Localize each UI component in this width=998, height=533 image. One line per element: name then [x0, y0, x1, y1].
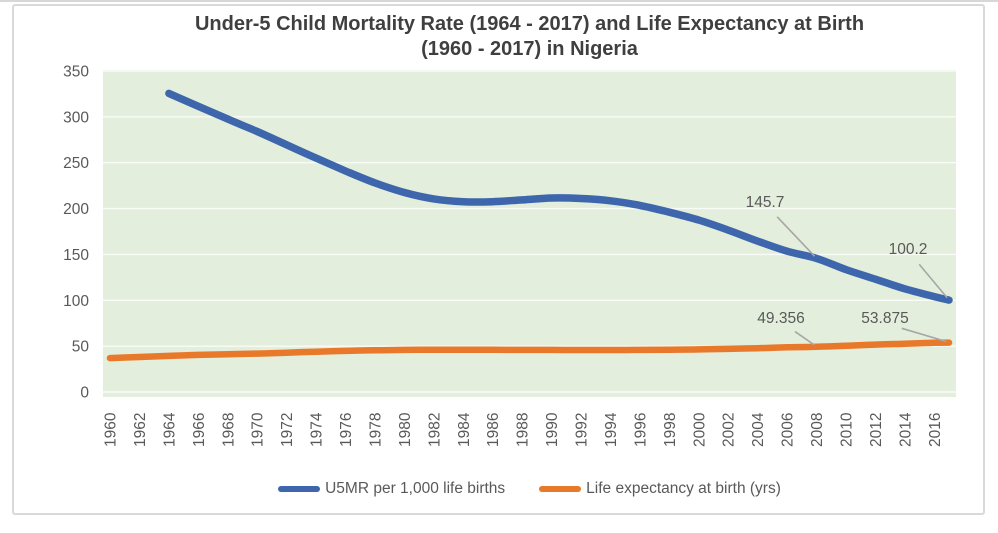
x-axis-tick-label: 2016	[927, 413, 944, 447]
legend-swatch-life-expectancy	[539, 486, 582, 492]
x-axis-tick-label: 2004	[750, 412, 767, 447]
x-axis-tick-label: 1964	[161, 412, 178, 447]
y-axis-tick-label: 50	[72, 339, 90, 356]
chart-legend: U5MR per 1,000 life births Life expectanc…	[103, 477, 956, 501]
annotation-label: 53.875	[861, 310, 908, 327]
x-axis-tick-label: 1986	[485, 413, 502, 447]
x-axis-tick-label: 2014	[897, 412, 914, 447]
annotation-label: 145.7	[746, 194, 785, 211]
x-axis-tick-label: 2006	[780, 413, 797, 447]
legend-item-u5mr[interactable]: U5MR per 1,000 life births	[278, 480, 505, 498]
annotation-label: 49.356	[757, 310, 804, 327]
y-axis-tick-label: 200	[63, 201, 89, 218]
x-axis-tick-label: 1968	[220, 413, 237, 447]
y-axis-tick-label: 300	[63, 109, 89, 126]
legend-item-life-expectancy[interactable]: Life expectancy at birth (yrs)	[539, 480, 781, 498]
x-axis-tick-label: 2008	[809, 413, 826, 447]
x-axis-tick-label: 1984	[456, 412, 473, 447]
y-axis-tick-label: 350	[63, 64, 89, 81]
annotation-leader	[901, 327, 947, 343]
x-axis-tick-label: 1990	[544, 412, 561, 447]
x-axis-tick-label: 2012	[868, 413, 885, 447]
x-axis-tick-label: 1976	[338, 413, 355, 447]
annotation-leader	[794, 330, 815, 346]
annotation-leader	[918, 263, 948, 299]
y-axis-tick-label: 250	[63, 155, 89, 172]
x-axis-tick-label: 1966	[191, 413, 208, 447]
x-axis-tick-label: 2010	[838, 412, 855, 447]
x-axis-tick-label: 1978	[367, 413, 384, 447]
chart-title-line2: (1960 - 2017) in Nigeria	[421, 38, 638, 60]
life-expectancy-series-line[interactable]	[106, 339, 953, 362]
x-axis-tick-label: 1962	[132, 413, 149, 447]
x-axis-tick-label: 1980	[397, 412, 414, 447]
x-axis-tick-label: 1960	[103, 412, 120, 447]
x-axis-tick-label: 1972	[279, 413, 296, 447]
y-axis-tick-label: 150	[63, 247, 89, 264]
window-top-edge	[0, 0, 998, 2]
annotation-leader	[776, 216, 816, 257]
x-axis-tick-label: 1994	[603, 412, 620, 447]
legend-swatch-u5mr	[278, 486, 321, 492]
x-axis-tick-label: 1996	[632, 413, 649, 447]
chart-title: Under-5 Child Mortality Rate (1964 - 201…	[103, 12, 956, 62]
x-axis-tick-label: 1998	[662, 413, 679, 447]
y-axis-tick-label: 0	[80, 385, 89, 402]
legend-label: Life expectancy at birth (yrs)	[586, 480, 781, 497]
annotation-label: 100.2	[889, 241, 928, 258]
x-axis-tick-label: 1988	[515, 413, 532, 447]
y-axis-tick-label: 100	[63, 293, 89, 310]
x-axis-tick-label: 2002	[721, 413, 738, 447]
u5mr-series-line[interactable]	[165, 89, 953, 304]
legend-label: U5MR per 1,000 life births	[325, 480, 506, 497]
x-axis-tick-label: 2000	[691, 412, 708, 447]
x-axis-tick-label: 1970	[250, 412, 267, 447]
x-axis-tick-label: 1974	[309, 412, 326, 447]
x-axis-tick-label: 1982	[426, 413, 443, 447]
x-axis-tick-label: 1992	[574, 413, 591, 447]
chart-title-line1: Under-5 Child Mortality Rate (1964 - 201…	[194, 13, 865, 35]
